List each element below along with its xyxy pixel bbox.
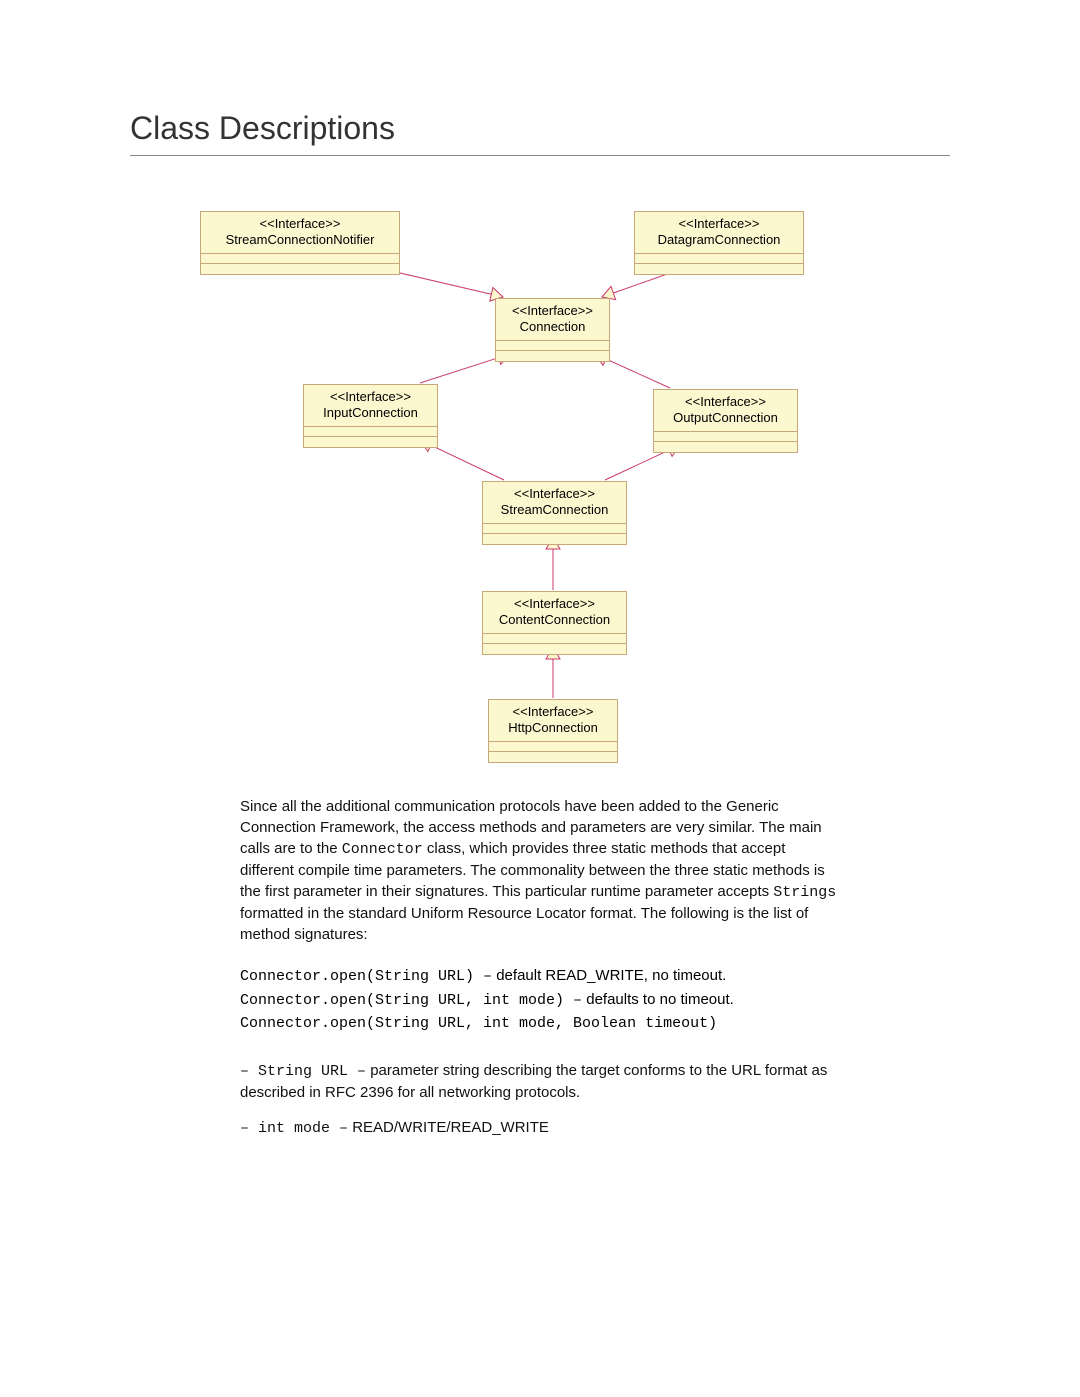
uml-compartment <box>201 254 399 264</box>
page-title: Class Descriptions <box>130 110 950 147</box>
uml-stereotype: <<Interface>> <box>211 216 389 232</box>
uml-stereotype: <<Interface>> <box>645 216 793 232</box>
param-text: READ/WRITE/READ_WRITE <box>348 1119 549 1136</box>
uml-compartment <box>496 351 609 361</box>
uml-stereotype: <<Interface>> <box>493 486 616 502</box>
uml-node-name: OutputConnection <box>673 410 778 425</box>
uml-node-title: <<Interface>>ContentConnection <box>483 592 626 634</box>
uml-stereotype: <<Interface>> <box>506 303 599 319</box>
intro-code: Connector <box>342 841 423 858</box>
intro-text: formatted in the standard Uniform Resour… <box>240 905 808 943</box>
uml-compartment <box>635 254 803 264</box>
uml-compartment <box>635 264 803 274</box>
uml-node-stream: <<Interface>>StreamConnection <box>482 481 627 545</box>
uml-node-title: <<Interface>>Connection <box>496 299 609 341</box>
uml-node-title: <<Interface>>InputConnection <box>304 385 437 427</box>
uml-node-inp: <<Interface>>InputConnection <box>303 384 438 448</box>
signature-code: Connector.open(String URL) – <box>240 968 492 985</box>
uml-node-name: StreamConnection <box>501 502 609 517</box>
uml-node-dgc: <<Interface>>DatagramConnection <box>634 211 804 275</box>
uml-compartment <box>201 264 399 274</box>
signature-note: default READ_WRITE, no timeout. <box>492 967 726 984</box>
uml-compartment <box>304 437 437 447</box>
heading-divider <box>130 155 950 156</box>
uml-node-name: InputConnection <box>323 405 418 420</box>
uml-compartment <box>496 341 609 351</box>
uml-compartment <box>304 427 437 437</box>
uml-compartment <box>654 432 797 442</box>
uml-stereotype: <<Interface>> <box>499 704 607 720</box>
uml-edge <box>431 445 504 480</box>
uml-compartment <box>489 752 617 762</box>
param-prefix: – <box>240 1120 258 1137</box>
uml-node-name: StreamConnectionNotifier <box>226 232 375 247</box>
signature-line: Connector.open(String URL, int mode) – d… <box>240 989 880 1013</box>
uml-node-title: <<Interface>>HttpConnection <box>489 700 617 742</box>
uml-compartment <box>483 634 626 644</box>
signature-code: Connector.open(String URL, int mode, Boo… <box>240 1015 717 1032</box>
param-descriptions: – String URL – parameter string describi… <box>240 1060 840 1139</box>
uml-compartment <box>654 442 797 452</box>
uml-stereotype: <<Interface>> <box>664 394 787 410</box>
uml-node-scn: <<Interface>>StreamConnectionNotifier <box>200 211 400 275</box>
signature-code: Connector.open(String URL, int mode) – <box>240 992 582 1009</box>
intro-paragraph: Since all the additional communication p… <box>240 796 840 945</box>
uml-node-title: <<Interface>>StreamConnection <box>483 482 626 524</box>
uml-compartment <box>483 644 626 654</box>
uml-node-title: <<Interface>>OutputConnection <box>654 390 797 432</box>
uml-node-name: HttpConnection <box>508 720 598 735</box>
uml-diagram: <<Interface>>StreamConnectionNotifier<<I… <box>190 206 890 776</box>
uml-compartment <box>489 742 617 752</box>
uml-node-title: <<Interface>>StreamConnectionNotifier <box>201 212 399 254</box>
uml-node-content: <<Interface>>ContentConnection <box>482 591 627 655</box>
intro-code: Strings <box>773 884 836 901</box>
signature-note: defaults to no timeout. <box>582 991 734 1008</box>
signature-line: Connector.open(String URL, int mode, Boo… <box>240 1012 880 1036</box>
uml-edge <box>605 450 669 480</box>
param-prefix: – <box>240 1063 258 1080</box>
signature-line: Connector.open(String URL) – default REA… <box>240 965 880 989</box>
param-code: int mode – <box>258 1120 348 1137</box>
uml-stereotype: <<Interface>> <box>493 596 616 612</box>
uml-node-name: Connection <box>520 319 586 334</box>
uml-node-http: <<Interface>>HttpConnection <box>488 699 618 763</box>
uml-node-name: ContentConnection <box>499 612 610 627</box>
uml-stereotype: <<Interface>> <box>314 389 427 405</box>
uml-edge <box>606 359 670 388</box>
uml-compartment <box>483 534 626 544</box>
method-signatures: Connector.open(String URL) – default REA… <box>240 965 880 1036</box>
uml-node-name: DatagramConnection <box>658 232 781 247</box>
param-code: String URL – <box>258 1063 366 1080</box>
uml-compartment <box>483 524 626 534</box>
uml-node-conn: <<Interface>>Connection <box>495 298 610 362</box>
uml-node-out: <<Interface>>OutputConnection <box>653 389 798 453</box>
uml-edge <box>420 358 499 383</box>
uml-node-title: <<Interface>>DatagramConnection <box>635 212 803 254</box>
